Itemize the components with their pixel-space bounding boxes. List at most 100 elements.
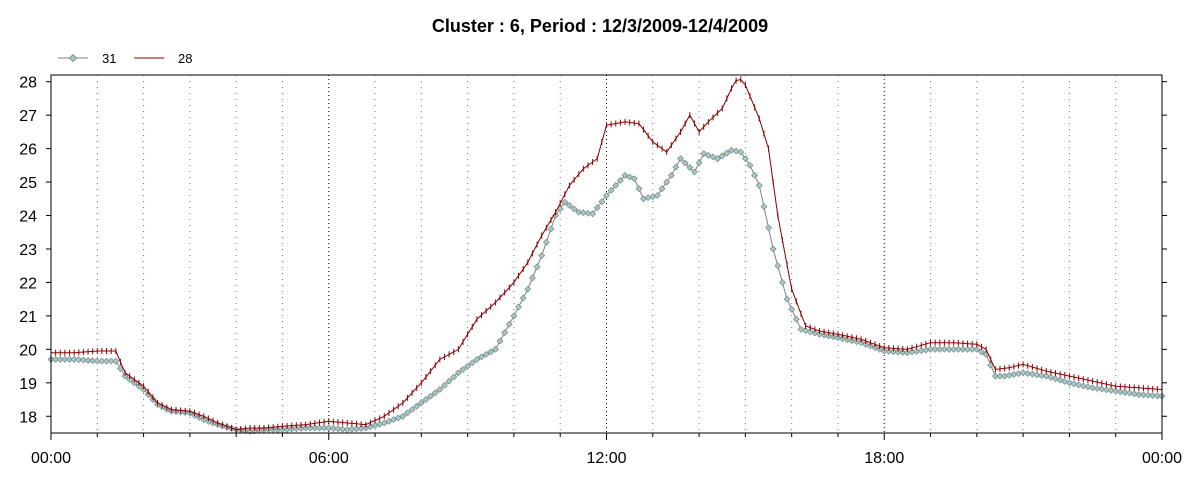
- data-point-31: [519, 294, 527, 302]
- data-point-31: [589, 210, 597, 218]
- data-point-31: [1144, 391, 1152, 399]
- data-point-31: [635, 185, 643, 193]
- data-point-31: [765, 224, 772, 232]
- data-point-31: [885, 347, 893, 355]
- y-tick-label: 19: [19, 376, 37, 393]
- data-point-31: [103, 357, 110, 365]
- data-point-31: [496, 337, 504, 345]
- data-point-31: [728, 146, 735, 154]
- x-tick-label: 00:00: [1142, 450, 1182, 467]
- data-point-31: [616, 176, 624, 184]
- data-point-31: [579, 209, 587, 217]
- data-point-31: [871, 344, 879, 352]
- data-point-31: [1052, 375, 1059, 383]
- data-point-31: [829, 333, 837, 341]
- data-point-31: [968, 345, 976, 353]
- data-point-31: [1075, 381, 1083, 389]
- y-tick-label: 26: [19, 142, 37, 159]
- data-point-31: [459, 366, 467, 373]
- data-point-31: [325, 424, 333, 432]
- axes: 00:00 06:00 12:00 18:00 00:00 18 19 20 21 22 23 24 2…: [19, 75, 1182, 467]
- data-point-31: [945, 345, 953, 353]
- data-point-31: [880, 347, 888, 355]
- data-point-31: [936, 345, 944, 353]
- data-point-31: [570, 205, 578, 213]
- data-point-31: [640, 195, 647, 203]
- data-point-31: [973, 345, 981, 353]
- data-point-31: [70, 355, 78, 363]
- data-point-31: [1065, 379, 1073, 387]
- data-point-31: [533, 263, 541, 271]
- data-point-31: [422, 396, 430, 403]
- data-point-31: [130, 379, 138, 387]
- data-point-31: [311, 424, 319, 432]
- data-point-31: [75, 356, 83, 364]
- y-tick-label: 20: [19, 342, 37, 359]
- data-point-31: [825, 332, 833, 340]
- data-point-31: [626, 173, 634, 181]
- data-point-31: [778, 279, 786, 286]
- data-point-31: [561, 198, 569, 206]
- data-point-31: [672, 163, 680, 171]
- data-point-31: [547, 225, 555, 233]
- data-point-31: [427, 392, 435, 400]
- y-tick-label: 22: [19, 275, 37, 292]
- data-point-31: [820, 331, 828, 339]
- legend: 31 28: [58, 51, 192, 66]
- data-point-31: [950, 345, 958, 353]
- data-point-31: [894, 348, 902, 356]
- data-point-31: [339, 425, 347, 433]
- data-point-31: [1149, 392, 1157, 399]
- x-tick-label: 12:00: [586, 450, 626, 467]
- data-point-31: [848, 337, 856, 345]
- data-point-31: [450, 373, 458, 381]
- data-point-31: [1079, 382, 1087, 390]
- data-point-31: [783, 295, 791, 303]
- y-tick-label: 27: [19, 108, 37, 125]
- data-point-31: [52, 355, 60, 363]
- data-point-31: [505, 320, 513, 328]
- data-point-31: [66, 355, 73, 363]
- data-point-31: [718, 152, 726, 160]
- legend-label-28: 28: [178, 51, 192, 66]
- y-tick-label: 18: [19, 409, 37, 426]
- data-point-31: [1130, 390, 1138, 398]
- data-point-31: [436, 386, 444, 393]
- data-point-31: [741, 155, 749, 163]
- data-point-31: [1028, 370, 1036, 378]
- data-point-31: [853, 338, 860, 346]
- data-point-31: [1116, 388, 1124, 396]
- data-point-31: [473, 355, 481, 363]
- data-point-31: [964, 345, 971, 353]
- data-point-31: [468, 359, 476, 367]
- data-point-31: [135, 382, 143, 390]
- chart-title: Cluster : 6, Period : 12/3/2009-12/4/200…: [432, 16, 768, 36]
- data-point-31: [93, 357, 101, 365]
- data-point-31: [566, 202, 573, 209]
- data-point-31: [709, 153, 717, 161]
- data-point-31: [695, 159, 703, 167]
- data-point-31: [1056, 376, 1064, 384]
- data-point-31: [603, 192, 610, 199]
- data-point-31: [811, 329, 819, 337]
- data-point-31: [1038, 372, 1046, 379]
- data-point-31: [755, 181, 763, 189]
- data-point-31: [978, 348, 985, 356]
- data-point-31: [644, 194, 652, 202]
- data-point-31: [1024, 370, 1032, 377]
- data-point-31: [1019, 369, 1027, 377]
- y-tick-label: 25: [19, 175, 37, 192]
- data-point-31: [112, 357, 120, 365]
- data-point-31: [769, 245, 777, 253]
- data-point-31: [677, 155, 684, 163]
- x-tick-label: 06:00: [309, 450, 349, 467]
- data-point-31: [607, 187, 615, 194]
- data-point-31: [1098, 385, 1106, 393]
- data-point-31: [681, 159, 689, 167]
- data-point-31: [788, 305, 796, 313]
- grid: [96, 75, 1117, 433]
- data-point-31: [691, 168, 698, 176]
- data-point-31: [746, 161, 754, 169]
- x-tick-label: 00:00: [31, 450, 71, 467]
